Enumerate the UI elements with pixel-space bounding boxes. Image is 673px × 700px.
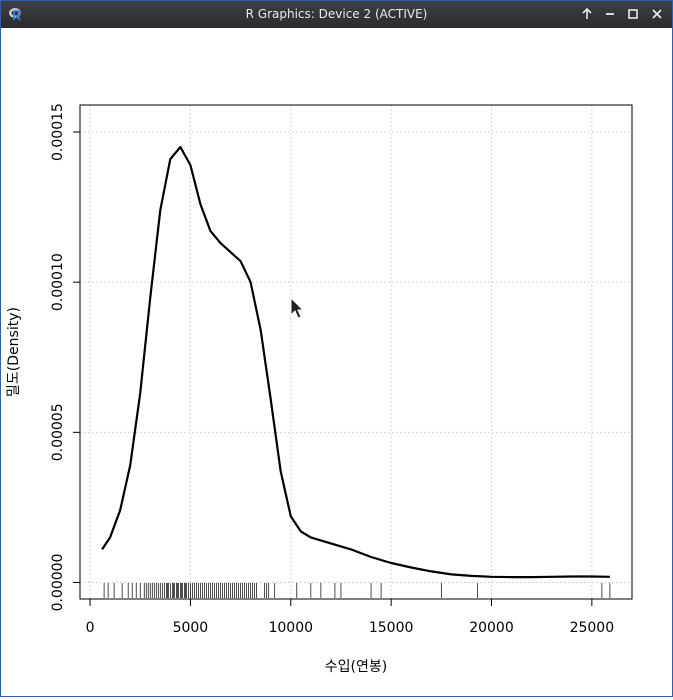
arrow-up-icon[interactable] xyxy=(578,5,596,23)
y-tick-label: 0.00010 xyxy=(50,253,66,311)
x-tick-label: 15000 xyxy=(369,620,414,636)
title-bar[interactable]: R Graphics: Device 2 (ACTIVE) xyxy=(1,1,672,28)
maximize-icon[interactable] xyxy=(624,5,642,23)
grid xyxy=(80,105,632,599)
plot-box xyxy=(79,104,633,600)
y-tick-label: 0.00005 xyxy=(50,403,66,461)
x-tick-label: 0 xyxy=(86,620,95,636)
x-tick-label: 5000 xyxy=(173,620,209,636)
x-tick-label: 25000 xyxy=(570,620,615,636)
y-axis: 0.00000 0.00005 0.00010 0.00015 xyxy=(50,103,80,611)
rug-marks xyxy=(103,583,611,598)
r-logo-icon[interactable] xyxy=(8,6,24,22)
minimize-icon[interactable] xyxy=(601,5,619,23)
close-icon[interactable] xyxy=(648,5,666,23)
x-axis-label: 수입(연봉) xyxy=(325,659,387,675)
density-curve xyxy=(101,145,610,579)
density-plot: 0 5000 10000 15000 20000 25000 0.00000 0.00005… xyxy=(6,103,633,675)
window-title: R Graphics: Device 2 (ACTIVE) xyxy=(245,7,428,21)
x-axis: 0 5000 10000 15000 20000 25000 xyxy=(86,598,615,636)
plot-area: 0 5000 10000 15000 20000 25000 0.00000 0.00005… xyxy=(1,28,672,696)
y-tick-label: 0.00015 xyxy=(50,103,66,161)
mouse-cursor-icon xyxy=(290,296,305,319)
x-tick-label: 20000 xyxy=(469,620,514,636)
y-axis-label: 밀도(Density) xyxy=(6,307,22,397)
y-tick-label: 0.00000 xyxy=(50,554,66,612)
x-tick-label: 10000 xyxy=(268,620,313,636)
